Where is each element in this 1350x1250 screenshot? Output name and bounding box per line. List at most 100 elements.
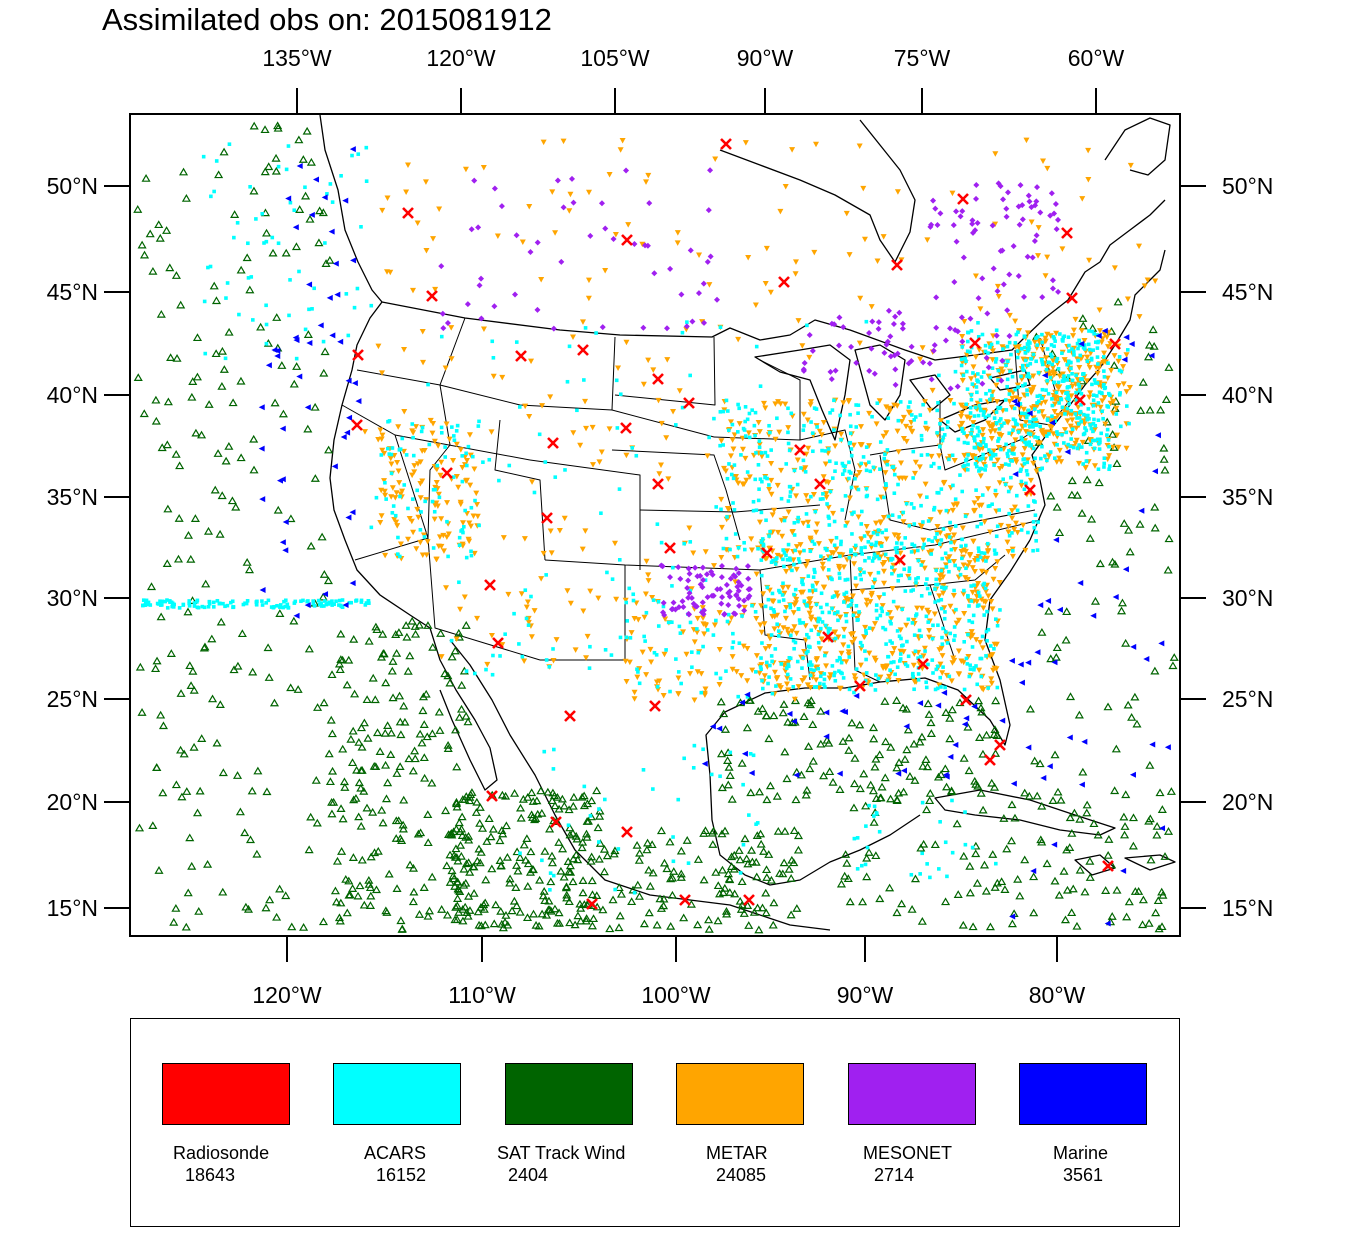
- metar-marker: [857, 441, 864, 448]
- mesonet-marker: [471, 177, 478, 184]
- acars-marker: [355, 286, 360, 291]
- acars-marker: [1105, 433, 1109, 437]
- acars-marker: [801, 428, 806, 432]
- acars-marker: [977, 594, 982, 598]
- acars-marker: [935, 664, 940, 669]
- acars-marker: [406, 506, 410, 511]
- acars-marker: [260, 599, 264, 603]
- acars-marker: [202, 299, 207, 304]
- mesonet-marker: [806, 331, 813, 338]
- acars-marker: [433, 487, 437, 492]
- sat-track-wind-marker: [331, 897, 342, 906]
- metar-marker: [970, 364, 977, 370]
- sat-track-wind-marker: [1059, 866, 1069, 875]
- sat-track-wind-marker: [465, 867, 475, 876]
- acars-marker: [792, 592, 796, 597]
- sat-track-wind-marker: [922, 805, 932, 814]
- acars-marker: [996, 368, 1001, 373]
- sat-track-wind-marker: [645, 881, 655, 890]
- metar-marker: [382, 492, 389, 499]
- metar-marker: [474, 615, 481, 622]
- metar-marker: [690, 550, 697, 557]
- acars-marker: [974, 456, 978, 460]
- acars-marker: [806, 524, 811, 528]
- acars-marker: [1023, 382, 1027, 386]
- acars-marker: [757, 439, 762, 443]
- metar-marker: [1021, 445, 1028, 452]
- marine-marker: [793, 772, 800, 779]
- acars-marker: [860, 643, 864, 648]
- metar-marker: [711, 622, 718, 628]
- acars-marker: [1050, 362, 1055, 367]
- metar-marker: [889, 651, 896, 657]
- marine-marker: [1040, 774, 1047, 781]
- legend-count-mesonet: 2714: [874, 1165, 915, 1185]
- acars-marker: [953, 633, 957, 638]
- acars-marker: [390, 511, 395, 515]
- sat-track-wind-marker: [930, 840, 940, 849]
- acars-marker: [825, 502, 829, 506]
- sat-track-wind-marker: [452, 853, 462, 861]
- metar-marker: [949, 190, 956, 197]
- acars-marker: [1085, 359, 1090, 364]
- acars-marker: [1021, 457, 1026, 462]
- acars-marker: [967, 619, 971, 623]
- acars-marker: [337, 598, 342, 603]
- sat-track-wind-marker: [347, 758, 358, 767]
- sat-track-wind-marker: [1149, 341, 1159, 350]
- sat-track-wind-marker: [941, 708, 951, 717]
- acars-marker: [725, 515, 729, 519]
- acars-marker: [1023, 350, 1028, 355]
- marine-marker: [903, 723, 910, 730]
- metar-marker: [796, 550, 803, 556]
- acars-marker: [875, 616, 879, 621]
- mesonet-marker: [741, 597, 748, 604]
- right-lat-label: 35°N: [1222, 484, 1273, 510]
- metar-marker: [1030, 460, 1037, 467]
- acars-marker: [1014, 493, 1019, 498]
- acars-marker: [464, 555, 469, 560]
- sat-track-wind-marker: [405, 860, 415, 869]
- acars-marker: [278, 605, 282, 609]
- metar-marker: [729, 666, 736, 673]
- sat-track-wind-marker: [864, 848, 874, 856]
- acars-marker: [922, 542, 926, 547]
- metar-marker: [704, 453, 711, 459]
- sat-track-wind-marker: [398, 820, 408, 829]
- metar-marker: [639, 649, 646, 656]
- radiosonde-marker: [1109, 338, 1121, 350]
- sat-track-wind-marker: [163, 504, 173, 513]
- metar-marker: [868, 304, 875, 310]
- acars-marker: [1079, 419, 1083, 424]
- marine-marker: [853, 692, 860, 699]
- acars-marker: [731, 476, 736, 481]
- sat-track-wind-marker: [978, 805, 988, 814]
- acars-marker: [846, 644, 851, 649]
- acars-marker: [995, 623, 1000, 628]
- sat-track-wind-marker: [526, 847, 536, 856]
- acars-marker: [283, 604, 287, 609]
- acars-marker: [875, 532, 880, 537]
- acars-marker: [1091, 403, 1096, 408]
- sat-track-wind-marker: [178, 167, 189, 176]
- metar-marker: [791, 624, 798, 630]
- metar-marker: [835, 634, 842, 640]
- acars-marker: [518, 851, 522, 856]
- metar-marker: [872, 621, 879, 627]
- acars-marker: [1092, 446, 1097, 451]
- left-lat-label: 30°N: [47, 585, 98, 611]
- acars-marker: [177, 606, 182, 610]
- metar-marker: [1102, 421, 1109, 428]
- sat-track-wind-marker: [1002, 844, 1012, 853]
- acars-marker: [334, 599, 338, 604]
- legend-label-mesonet: MESONET: [863, 1143, 953, 1163]
- sat-track-wind-marker: [207, 634, 217, 643]
- metar-marker: [738, 673, 745, 679]
- metar-marker: [570, 334, 577, 340]
- metar-marker: [437, 472, 444, 479]
- sat-track-wind-marker: [236, 265, 246, 274]
- acars-marker: [849, 603, 853, 607]
- metar-marker: [1042, 335, 1049, 342]
- sat-track-wind-marker: [992, 731, 1002, 740]
- metar-marker: [963, 352, 970, 359]
